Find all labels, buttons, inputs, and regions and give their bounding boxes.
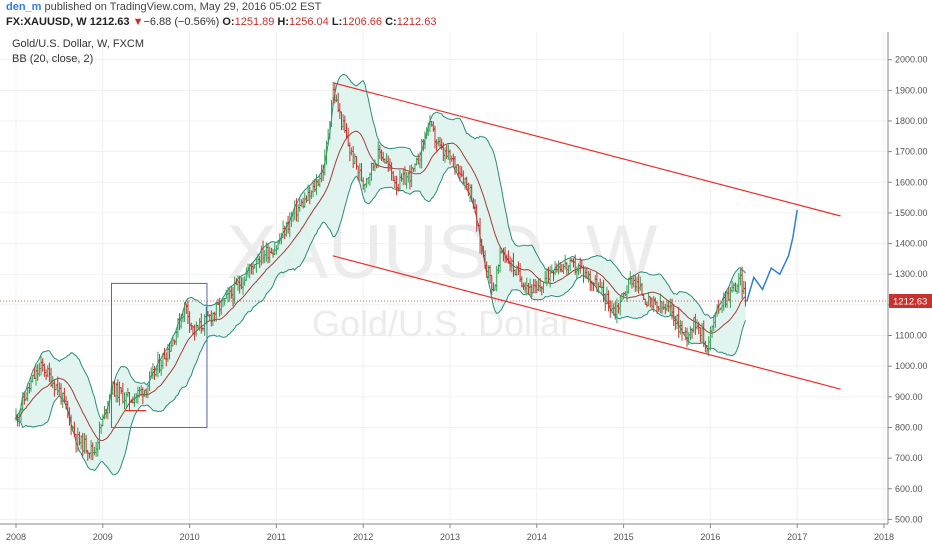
- close-label: C:: [385, 16, 397, 28]
- price-tick-label: 1400.00: [895, 239, 928, 249]
- price-tick-label: 1300.00: [895, 269, 928, 279]
- series-legend[interactable]: Gold/U.S. Dollar, W, FXCM: [12, 38, 145, 50]
- bb-upper-line: [15, 73, 746, 420]
- change-arrow-icon: ▼: [132, 16, 144, 28]
- price-tick-label: 900.00: [895, 392, 923, 402]
- open-value: 1251.89: [234, 16, 275, 28]
- price-tick-label: 700.00: [895, 453, 923, 463]
- low-value: 1206.66: [342, 16, 383, 28]
- publish-text: published on TradingView.com, May 29, 20…: [44, 1, 322, 13]
- indicator-legend[interactable]: BB (20, close, 2): [12, 53, 94, 65]
- price-tick-label: 1800.00: [895, 116, 928, 126]
- price-tick-label: 1900.00: [895, 85, 928, 95]
- projection-path[interactable]: [746, 209, 798, 302]
- price-tick-label: 1600.00: [895, 177, 928, 187]
- time-tick-label: 2011: [267, 532, 286, 542]
- last-price: 1212.63: [89, 16, 130, 28]
- close-value: 1212.63: [396, 16, 437, 28]
- author-link[interactable]: den_m: [6, 1, 42, 13]
- time-tick-label: 2018: [874, 532, 894, 542]
- price-tick-label: 800.00: [895, 422, 923, 432]
- price-tick-label: 1100.00: [895, 331, 927, 341]
- channel-upper-line[interactable]: [332, 82, 841, 217]
- price-axis[interactable]: 500.00 600.00 700.00 800.00 900.00 1000.00 110…: [887, 32, 932, 524]
- quote-line: FX:XAUUSD, W 1212.63 ▼−6.88 (−0.56%) O:1…: [6, 16, 436, 28]
- time-tick-label: 2014: [527, 532, 547, 542]
- last-price-tag-label: 1212.63: [893, 297, 927, 308]
- time-tick-label: 2015: [614, 532, 634, 542]
- time-tick-label: 2008: [6, 532, 26, 542]
- annotations[interactable]: [0, 82, 888, 428]
- price-tick-label: 500.00: [895, 514, 923, 524]
- highlight-box[interactable]: [110, 282, 208, 428]
- high-value: 1256.04: [289, 16, 329, 28]
- change-value: −6.88 (−0.56%): [143, 16, 220, 28]
- time-tick-label: 2013: [440, 532, 460, 542]
- low-label: L:: [331, 16, 343, 28]
- candlestick-series: [14, 82, 747, 461]
- price-tick-label: 600.00: [895, 484, 923, 494]
- price-tick-label: 1700.00: [895, 147, 928, 157]
- time-tick-label: 2017: [787, 532, 807, 542]
- time-axis-bg: [0, 524, 932, 550]
- publish-line: den_m published on TradingView.com, May …: [6, 1, 321, 13]
- price-tick-label: 1500.00: [895, 208, 928, 218]
- publish-header: den_m published on TradingView.com, May …: [0, 0, 932, 32]
- last-price-tag: [889, 294, 932, 308]
- open-label: O:: [222, 16, 235, 28]
- bb-band-fill: [16, 74, 746, 475]
- time-axis[interactable]: 2008 2009 2010 2011 2012 2013 2014 2015 2016 2017…: [0, 523, 932, 550]
- high-label: H:: [277, 16, 290, 28]
- price-tick-label: 1000.00: [895, 361, 928, 371]
- channel-lower-line[interactable]: [332, 255, 841, 390]
- symbol-label[interactable]: FX:XAUUSD, W: [6, 16, 87, 28]
- price-axis-bg: [888, 32, 932, 524]
- time-tick-label: 2010: [180, 532, 200, 542]
- time-tick-label: 2012: [353, 532, 373, 542]
- time-tick-label: 2009: [93, 532, 113, 542]
- time-tick-label: 2016: [700, 532, 720, 542]
- watermark-name: Gold/U.S. Dollar: [312, 303, 572, 344]
- price-tick-label: 2000.00: [895, 55, 928, 65]
